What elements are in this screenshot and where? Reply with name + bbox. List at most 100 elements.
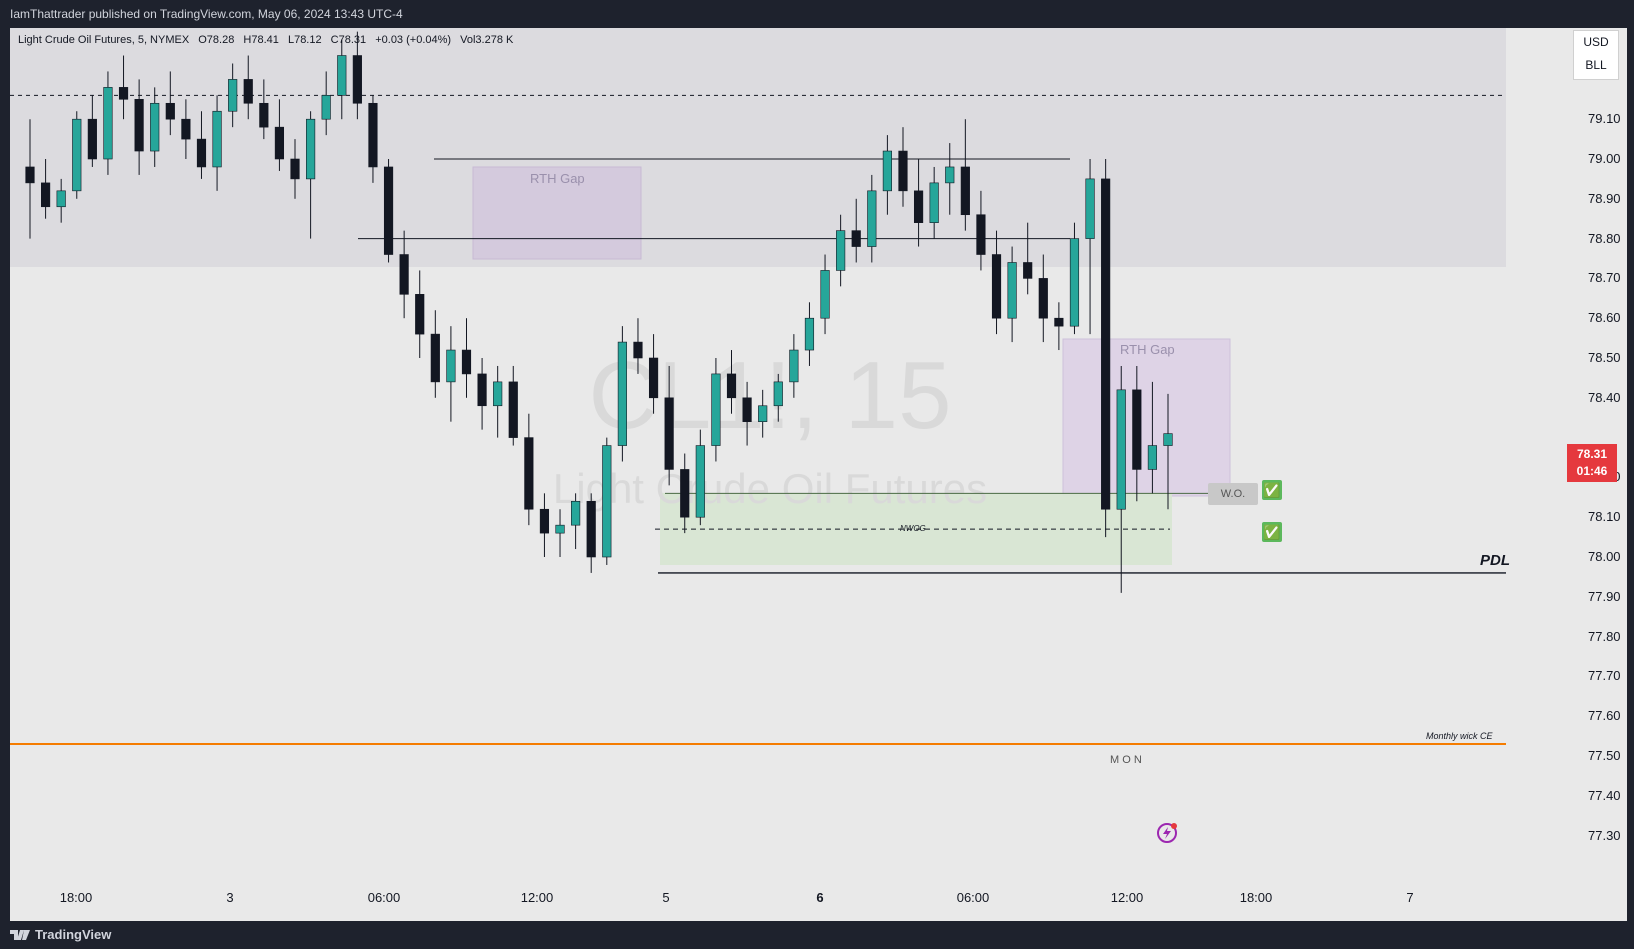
candle-body xyxy=(150,102,160,152)
candle-body xyxy=(508,381,518,438)
nwog-label: NWOG xyxy=(900,524,926,533)
candle-body xyxy=(41,182,51,208)
candle-body xyxy=(1054,317,1064,327)
candle-body xyxy=(1038,278,1048,319)
time-tick-label: 18:00 xyxy=(1239,890,1273,905)
candle-body xyxy=(399,254,409,295)
tradingview-logo[interactable]: TradingView xyxy=(10,927,111,942)
candle-body xyxy=(493,381,503,407)
low-value: L78.12 xyxy=(287,34,322,46)
candle-body xyxy=(1069,238,1080,327)
currency-label[interactable]: USD xyxy=(1583,35,1609,49)
candle-body xyxy=(991,254,1002,319)
candle-body xyxy=(430,333,440,383)
candle-body xyxy=(1101,178,1111,510)
price-tick-label: 77.40 xyxy=(1588,787,1621,803)
candle-body xyxy=(461,349,472,375)
candle-body xyxy=(1023,262,1033,279)
price-tick-label: 78.80 xyxy=(1588,230,1621,246)
current-price-tag: 78.31 01:46 xyxy=(1567,444,1617,482)
candle-body xyxy=(602,445,612,558)
price-tick-label: 78.70 xyxy=(1588,270,1621,286)
lightning-icon[interactable] xyxy=(1156,822,1178,844)
candle-body xyxy=(415,294,425,335)
price-tick-label: 78.50 xyxy=(1588,350,1621,365)
candle-body xyxy=(87,118,97,160)
price-tick-label: 79.10 xyxy=(1588,111,1621,127)
candle-body xyxy=(758,405,768,422)
candle-body xyxy=(571,500,581,526)
candle-body xyxy=(680,469,690,518)
candle-body xyxy=(1132,389,1142,470)
time-tick-label: 6 xyxy=(816,890,824,905)
currency-selector[interactable]: USD BLL xyxy=(1573,30,1619,80)
candle-body xyxy=(383,166,394,255)
candle-body xyxy=(290,158,300,180)
price-tick-label: 78.00 xyxy=(1588,549,1621,564)
time-tick-label: 7 xyxy=(1406,890,1414,905)
check-icon: ✅ xyxy=(1262,480,1282,500)
candle-body xyxy=(867,190,877,247)
candle-body xyxy=(539,508,550,534)
chart-area[interactable]: CL1!, 15 Light Crude Oil Futures Light Cr… xyxy=(10,28,1627,921)
watermark-ticker: CL1!, 15 xyxy=(589,342,952,449)
candle-body xyxy=(259,102,269,128)
candle-body xyxy=(1147,445,1157,470)
candle-body xyxy=(1007,262,1017,319)
candle-body xyxy=(617,341,627,446)
candle-body xyxy=(913,190,924,223)
symbol-name[interactable]: Light Crude Oil Futures, 5, NYMEX xyxy=(18,34,190,46)
price-tick-label: 77.30 xyxy=(1588,827,1621,843)
candle-body xyxy=(274,126,285,160)
time-tick-label: 5 xyxy=(662,890,670,905)
premium-zone xyxy=(10,28,1506,267)
candle-body xyxy=(477,373,487,407)
candle-body xyxy=(243,79,253,104)
price-chart[interactable]: CL1!, 15 Light Crude Oil Futures xyxy=(10,28,1627,921)
session-mon-label: M O N xyxy=(1110,754,1142,766)
time-tick-label: 12:00 xyxy=(520,890,554,905)
price-tick-label: 77.70 xyxy=(1588,668,1621,684)
symbol-legend[interactable]: Light Crude Oil Futures, 5, NYMEX O78.28… xyxy=(18,34,519,46)
candle-body xyxy=(228,79,238,112)
publish-header: IamThattrader published on TradingView.c… xyxy=(0,0,1634,28)
price-tick-label: 77.80 xyxy=(1588,628,1621,644)
price-tick-label: 77.90 xyxy=(1588,588,1621,604)
bar-countdown: 01:46 xyxy=(1576,464,1608,478)
open-value: O78.28 xyxy=(198,34,235,46)
candle-body xyxy=(56,190,66,208)
candle-body xyxy=(851,230,861,247)
check-icon: ✅ xyxy=(1262,522,1282,542)
watermark-title: Light Crude Oil Futures xyxy=(553,465,987,512)
candle-body xyxy=(118,87,129,100)
candle-body xyxy=(1116,389,1126,510)
candle-body xyxy=(820,270,830,319)
time-tick-label: 06:00 xyxy=(956,890,990,905)
volume-value: Vol3.278 K xyxy=(460,34,514,46)
monthly-wick-label: Monthly wick CE xyxy=(1426,731,1493,741)
candle-body xyxy=(352,55,362,104)
candle-body xyxy=(181,118,191,140)
candle-body xyxy=(711,373,721,446)
candle-body xyxy=(72,118,82,192)
candle-body xyxy=(524,437,534,510)
price-tick-label: 78.40 xyxy=(1588,389,1621,405)
candle-body xyxy=(446,349,456,383)
candle-body xyxy=(742,397,752,422)
unit-label[interactable]: BLL xyxy=(1585,58,1607,72)
candle-body xyxy=(664,397,674,470)
time-tick-label: 12:00 xyxy=(1110,890,1144,905)
candle-body xyxy=(633,341,643,359)
rth-gap-box xyxy=(472,166,642,260)
footer-bar: TradingView xyxy=(0,921,1634,949)
candle-body xyxy=(882,150,892,192)
candle-body xyxy=(804,317,815,351)
candle-body xyxy=(555,524,565,534)
candle-body xyxy=(103,87,113,160)
candle-body xyxy=(695,445,705,518)
candle-body xyxy=(586,500,596,558)
change-value: +0.03 (+0.04%) xyxy=(375,34,452,46)
candle-body xyxy=(960,166,970,216)
candle-body xyxy=(648,357,659,399)
candle-body xyxy=(929,182,939,223)
